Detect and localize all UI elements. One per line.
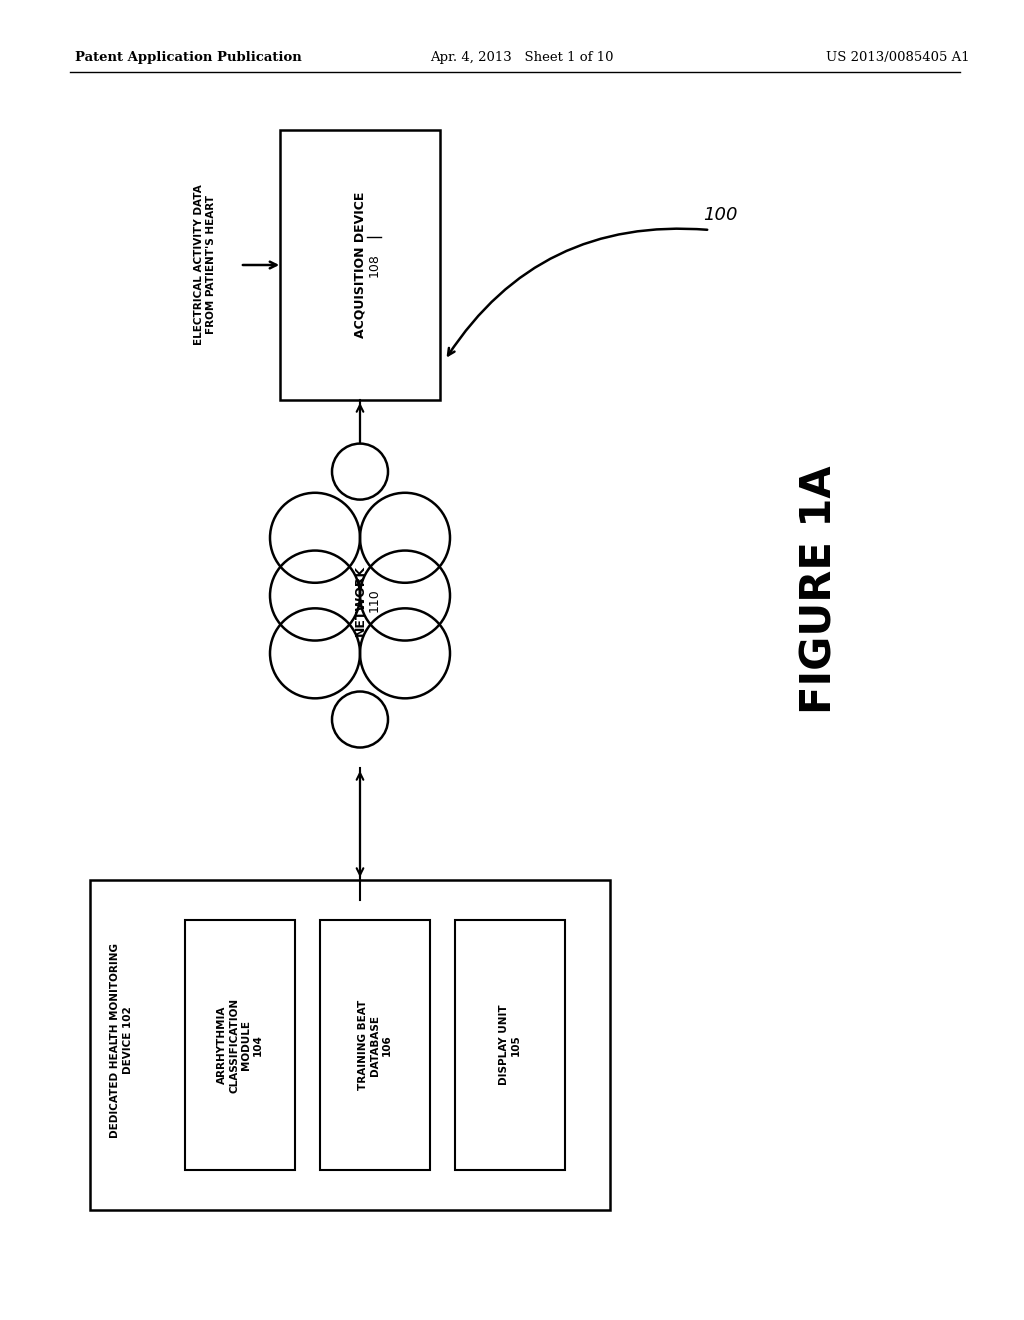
Circle shape	[360, 550, 450, 640]
Circle shape	[270, 550, 360, 640]
Text: DISPLAY UNIT: DISPLAY UNIT	[499, 1005, 509, 1085]
Circle shape	[270, 609, 360, 698]
Text: DEDICATED HEALTH MONITORING: DEDICATED HEALTH MONITORING	[110, 942, 120, 1138]
Circle shape	[360, 492, 450, 582]
Text: CLASSIFICATION: CLASSIFICATION	[229, 998, 239, 1093]
Text: ARRHYTHMIA: ARRHYTHMIA	[217, 1006, 227, 1084]
Bar	[280, 129, 440, 400]
Circle shape	[332, 444, 388, 499]
Text: ELECTRICAL ACTIVITY DATA: ELECTRICAL ACTIVITY DATA	[194, 185, 204, 346]
Text: MODULE: MODULE	[241, 1020, 251, 1071]
Bar	[455, 920, 565, 1170]
Circle shape	[332, 692, 388, 747]
Text: 104: 104	[253, 1034, 263, 1056]
Text: US 2013/0085405 A1: US 2013/0085405 A1	[826, 51, 970, 65]
Text: 100: 100	[702, 206, 737, 224]
Text: Patent Application Publication: Patent Application Publication	[75, 51, 302, 65]
Bar	[319, 920, 430, 1170]
Bar	[185, 920, 295, 1170]
Text: TRAINING BEAT: TRAINING BEAT	[358, 999, 368, 1090]
Circle shape	[360, 609, 450, 698]
Bar	[90, 880, 610, 1210]
Circle shape	[270, 492, 360, 582]
Text: 106: 106	[382, 1034, 392, 1056]
Text: FROM PATIENT'S HEART: FROM PATIENT'S HEART	[207, 195, 216, 334]
Text: Apr. 4, 2013   Sheet 1 of 10: Apr. 4, 2013 Sheet 1 of 10	[430, 51, 613, 65]
Text: 105: 105	[511, 1034, 521, 1056]
Text: DEVICE 102: DEVICE 102	[123, 1006, 133, 1074]
Text: NETWORK: NETWORK	[353, 565, 367, 635]
Text: DATABASE: DATABASE	[370, 1015, 380, 1076]
Text: 108: 108	[368, 253, 381, 277]
Text: ACQUISITION DEVICE: ACQUISITION DEVICE	[353, 191, 367, 338]
Text: FIGURE 1A: FIGURE 1A	[799, 466, 841, 714]
Text: 110: 110	[368, 589, 381, 612]
